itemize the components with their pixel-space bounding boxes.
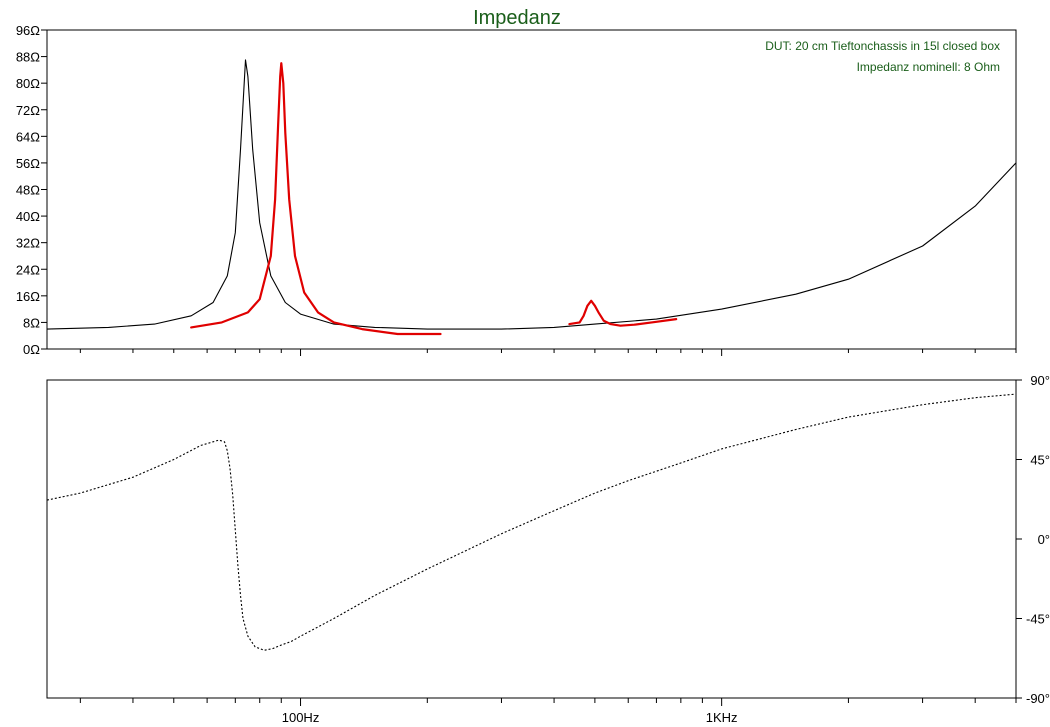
impedance-y-axis: 96Ω 88Ω 80Ω 72Ω 64Ω 56Ω 48Ω 40Ω 32Ω 24Ω 16Ω 8Ω 0Ω xyxy=(16,23,47,357)
y-tick-label: 40Ω xyxy=(16,209,40,224)
y-tick-label: 88Ω xyxy=(16,50,40,65)
x-tick-label: 1KHz xyxy=(706,710,738,725)
y-tick-label: 24Ω xyxy=(16,262,40,277)
annotation-dut: DUT: 20 cm Tieftonchassis in 15l closed … xyxy=(765,39,1000,53)
phase-y-tick-label: 90° xyxy=(1030,373,1050,388)
y-tick-label: 48Ω xyxy=(16,183,40,198)
impedance-plot-frame xyxy=(46,29,1017,350)
phase-y-tick-label: -45° xyxy=(1026,612,1050,627)
impedance-curve-red-1 xyxy=(190,62,442,336)
phase-y-tick-label: -90° xyxy=(1026,691,1050,706)
phase-y-tick-label: 0° xyxy=(1038,532,1050,547)
y-tick-label: 80Ω xyxy=(16,76,40,91)
impedance-panel: Impedanz DUT: 20 cm Tieftonchassis in 15… xyxy=(16,7,1017,357)
impedance-x-axis xyxy=(79,349,1017,356)
phase-y-axis: 90° 45° 0° -45° -90° xyxy=(1016,373,1050,706)
annotation-nominal-impedance: Impedanz nominell: 8 Ohm xyxy=(857,60,1000,74)
impedance-curve-red-2 xyxy=(568,299,678,327)
phase-series-group xyxy=(46,393,1017,651)
y-tick-label: 64Ω xyxy=(16,129,40,144)
x-tick-label: 100Hz xyxy=(282,710,320,725)
y-tick-label: 8Ω xyxy=(23,315,40,330)
impedance-series-group xyxy=(46,59,1017,336)
phase-panel: 90° 45° 0° -45° -90° 100Hz 1KHz xyxy=(46,373,1050,725)
y-tick-label: 96Ω xyxy=(16,23,40,38)
phase-plot-frame xyxy=(46,379,1017,699)
y-tick-label: 56Ω xyxy=(16,156,40,171)
y-tick-label: 16Ω xyxy=(16,289,40,304)
y-tick-label: 72Ω xyxy=(16,103,40,118)
phase-x-axis: 100Hz 1KHz xyxy=(79,698,1017,725)
y-tick-label: 0Ω xyxy=(23,342,40,357)
impedance-curve-black xyxy=(46,59,1017,330)
phase-y-tick-label: 45° xyxy=(1030,453,1050,468)
y-tick-label: 32Ω xyxy=(16,236,40,251)
phase-curve xyxy=(46,393,1017,651)
chart-title: Impedanz xyxy=(473,7,561,29)
